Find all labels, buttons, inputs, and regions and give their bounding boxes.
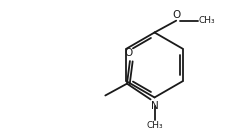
Text: O: O (172, 10, 180, 20)
Text: N: N (151, 101, 158, 111)
Text: O: O (125, 48, 133, 58)
Text: CH₃: CH₃ (199, 16, 216, 25)
Text: CH₃: CH₃ (146, 121, 163, 130)
